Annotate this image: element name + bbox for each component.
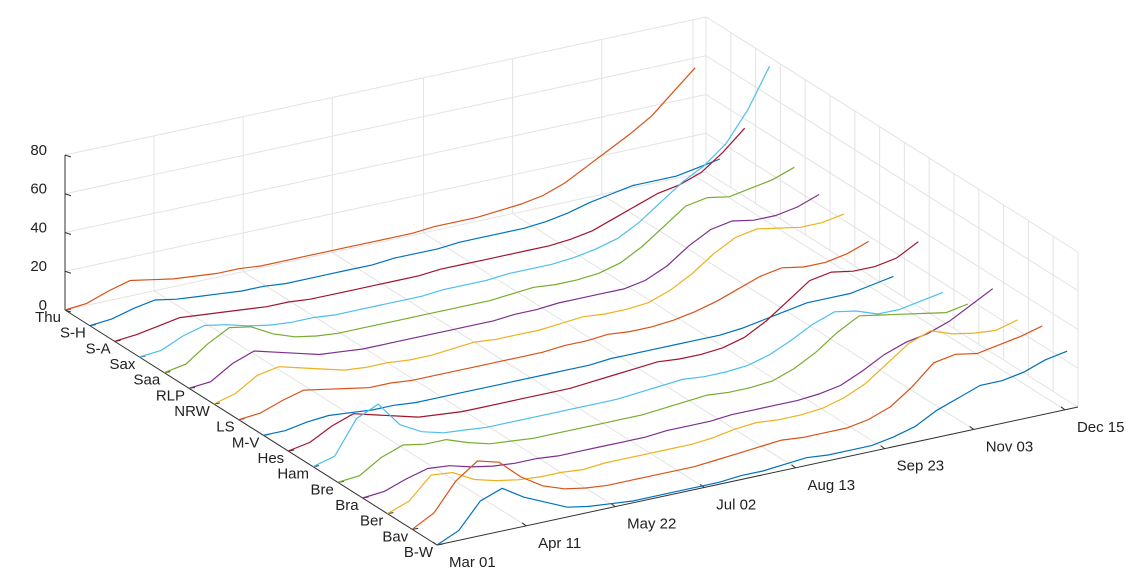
- grid-line: [64, 171, 707, 311]
- tick-mark: [969, 426, 975, 430]
- x-tick-label: Apr 11: [538, 535, 581, 552]
- z-tick-label: 40: [30, 219, 47, 236]
- state-label: LS: [216, 419, 234, 436]
- series-line: [387, 319, 1018, 515]
- tick-mark: [1060, 406, 1066, 411]
- state-label: Sax: [110, 356, 136, 373]
- x-tick-label: Jul 02: [716, 496, 756, 513]
- grid-line: [705, 16, 1079, 253]
- tick-mark: [64, 154, 72, 158]
- x-tick-label: Nov 03: [986, 438, 1034, 455]
- series-line: [337, 303, 969, 483]
- series-line: [213, 213, 845, 405]
- series-line: [238, 240, 869, 421]
- state-label: Bav: [382, 528, 408, 545]
- series-line: [64, 67, 696, 311]
- grid-line: [692, 174, 1066, 411]
- grid-line: [153, 290, 527, 527]
- series-line: [114, 127, 746, 342]
- state-label: Bra: [335, 497, 359, 514]
- tick-mark: [791, 464, 796, 469]
- series-line: [287, 241, 919, 452]
- state-label: NRW: [174, 403, 210, 420]
- state-label: RLP: [156, 387, 185, 404]
- grid-line: [705, 55, 1079, 292]
- grid-line: [64, 55, 707, 195]
- state-label: Hes: [258, 450, 285, 467]
- state-label: M-V: [232, 434, 260, 451]
- grid-line: [423, 232, 796, 469]
- grid-line: [64, 132, 707, 272]
- x-tick-label: Mar 01: [449, 554, 496, 571]
- series-line: [139, 66, 771, 358]
- tick-mark: [521, 522, 527, 527]
- x-axis: [436, 406, 1079, 546]
- series-line: [263, 275, 894, 436]
- state-label: S-H: [60, 325, 86, 342]
- state-label: Ber: [360, 513, 383, 530]
- grid-line: [601, 194, 974, 430]
- tick-mark: [64, 270, 72, 274]
- tick-mark: [432, 541, 438, 546]
- tick-mark: [880, 445, 885, 450]
- state-label: Saa: [133, 372, 160, 389]
- state-label: Ham: [277, 466, 309, 483]
- z-tick-label: 60: [30, 181, 47, 198]
- series-line: [436, 350, 1068, 546]
- tick-mark: [64, 232, 72, 235]
- grid-line: [242, 271, 616, 508]
- grid-line: [705, 171, 1079, 408]
- series-line: [312, 291, 944, 468]
- x-tick-label: Aug 13: [808, 477, 856, 494]
- grid-line: [705, 94, 1079, 330]
- state-label: Bre: [310, 481, 333, 498]
- x-tick-label: Sep 23: [897, 458, 945, 475]
- grid-line: [331, 252, 705, 488]
- x-tick-label: Dec 15: [1077, 419, 1125, 436]
- grid-line: [64, 94, 707, 233]
- state-label: Thu: [35, 309, 61, 326]
- z-tick-label: 20: [30, 258, 47, 275]
- tick-mark: [64, 193, 72, 197]
- series-line: [89, 158, 721, 327]
- z-tick-label: 0: [39, 297, 47, 314]
- series-line: [188, 193, 820, 389]
- grid-line: [512, 213, 885, 450]
- series-line: [362, 288, 994, 499]
- grid-line: [705, 132, 1079, 369]
- series-line: [411, 325, 1043, 530]
- state-label: S-A: [86, 340, 111, 357]
- state-axis: [64, 309, 438, 546]
- x-tick-label: May 22: [627, 516, 676, 533]
- series-line: [163, 166, 795, 374]
- state-label: B-W: [404, 544, 434, 561]
- grid-line: [64, 16, 707, 156]
- z-tick-label: 80: [30, 142, 47, 159]
